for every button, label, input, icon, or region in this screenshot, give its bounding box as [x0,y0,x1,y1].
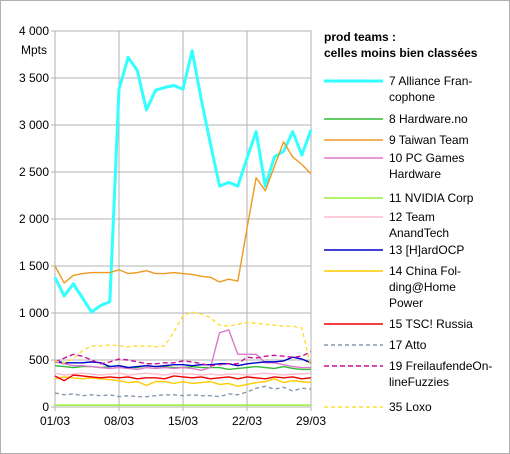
legend-label-1: 8 Hardware.no [389,112,468,126]
legend-label-5: 12 Team [389,210,435,224]
x-tick-label: 22/03 [232,414,262,428]
series-line-11 [54,311,312,368]
y-tick-label: 3 500 [19,71,49,85]
legend-label-6: 13 [H]ardOCP [389,243,464,257]
series-line-7 [54,376,312,388]
y-tick-label: 1 000 [19,306,49,320]
y-tick-label: 2 000 [19,212,49,226]
legend-title-line-1: prod teams : [324,30,396,44]
legend-label-3: 10 PC Games [389,151,464,165]
series-line-3 [54,329,311,372]
y-tick-label: 1 500 [19,259,49,273]
legend-label-10: lineFuzzies [389,375,449,389]
legend-label-7: ding@Home [389,280,456,294]
legend-label-3: Hardware [389,167,441,181]
y-tick-label: 4 000 [19,24,49,38]
legend-label-2: 9 Taiwan Team [389,133,469,147]
series-line-9 [54,385,312,398]
legend-label-0: 7 Alliance Fran- [389,74,472,88]
series-line-5 [54,372,312,376]
legend-label-8: 15 TSC! Russia [389,317,473,331]
x-tick-label: 01/03 [40,414,70,428]
series-line-8 [54,374,312,382]
y-tick-label: 2 500 [19,165,49,179]
series-group [53,49,313,406]
legend-label-9: 17 Atto [389,338,427,352]
x-axis-ticks: 01/03 08/03 15/03 22/03 29/03 [40,407,326,428]
legend-label-7: Power [389,296,423,310]
y-axis-label: Mpts [21,43,47,57]
y-tick-label: 500 [29,353,49,367]
x-tick-label: 15/03 [168,414,198,428]
legend-label-0: cophone [389,90,435,104]
series-line-6 [54,356,312,369]
series-line-0 [53,49,313,314]
legend-title-line-2: celles moins bien classées [324,46,478,60]
series-line-2 [54,141,312,284]
legend-label-7: 14 China Fol- [389,264,461,278]
legend-label-11: 35 Loxo [389,400,432,414]
x-tick-label: 29/03 [296,414,326,428]
y-tick-label: 0 [42,400,49,414]
legend: prod teams : celles moins bien classées … [324,30,492,414]
legend-label-4: 11 NVIDIA Corp [389,191,474,205]
series-line-10 [54,350,312,367]
x-tick-label: 08/03 [104,414,134,428]
legend-label-5: AnandTech [389,226,449,240]
y-axis-ticks: 0 500 1 000 1 500 2 000 2 500 3 000 3 500 4 000 [19,24,55,414]
y-tick-label: 3 000 [19,118,49,132]
legend-label-10: 19 FreilaufendeOn- [389,359,492,373]
